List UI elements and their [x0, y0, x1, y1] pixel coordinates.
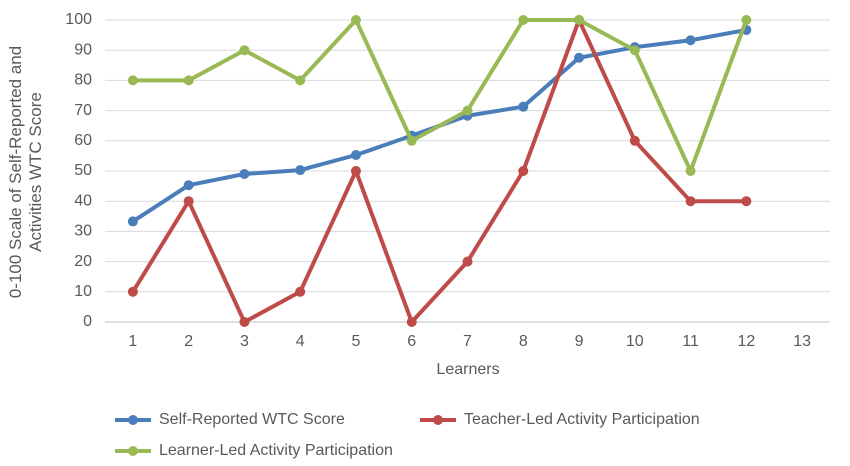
- data-point: [518, 166, 529, 176]
- data-point: [741, 196, 752, 207]
- y-tick-label: 60: [74, 132, 92, 149]
- data-point: [127, 216, 138, 227]
- data-point: [518, 101, 529, 112]
- x-tick-label: 2: [184, 333, 193, 350]
- legend-label: Learner-Led Activity Participation: [159, 442, 393, 459]
- data-point: [462, 256, 473, 267]
- data-point: [629, 135, 640, 146]
- data-point: [350, 166, 361, 176]
- x-tick-label: 10: [626, 333, 644, 350]
- data-point: [183, 196, 194, 207]
- y-tick-label: 40: [74, 192, 92, 209]
- data-point: [685, 166, 696, 176]
- x-axis-title: Learners: [436, 361, 499, 378]
- y-tick-label: 20: [74, 253, 92, 270]
- data-point: [462, 105, 473, 116]
- y-tick-label: 70: [74, 102, 92, 119]
- x-tick-label: 6: [407, 333, 416, 350]
- data-point: [685, 35, 696, 46]
- data-point: [406, 317, 417, 327]
- data-point: [239, 317, 250, 327]
- y-tick-label: 90: [74, 41, 92, 58]
- y-tick-label: 100: [65, 11, 92, 28]
- data-point: [239, 169, 250, 180]
- x-tick-label: 1: [128, 333, 137, 350]
- data-point: [295, 286, 306, 297]
- series-line: [132, 18, 749, 173]
- data-point: [183, 180, 194, 191]
- y-tick-label: 10: [74, 283, 92, 300]
- y-tick-label: 80: [74, 72, 92, 89]
- legend-label: Teacher-Led Activity Participation: [464, 411, 700, 428]
- data-point: [518, 15, 529, 25]
- legend-marker: [128, 446, 138, 456]
- data-point: [295, 75, 306, 86]
- x-tick-label: 8: [519, 333, 528, 350]
- legend-marker: [128, 415, 138, 425]
- data-point: [350, 15, 361, 25]
- x-tick-label: 3: [240, 333, 249, 350]
- data-point: [239, 45, 250, 56]
- data-point: [350, 149, 361, 160]
- legend-label: Self-Reported WTC Score: [159, 411, 345, 428]
- data-point: [741, 15, 752, 25]
- y-axis-title: 0-100 Scale of Self-Reported and Activit…: [6, 45, 45, 299]
- x-tick-label: 9: [575, 333, 584, 350]
- y-tick-label: 30: [74, 223, 92, 240]
- data-point: [295, 165, 306, 176]
- x-tick-label: 12: [737, 333, 755, 350]
- data-point: [685, 196, 696, 207]
- x-tick-label: 5: [352, 333, 361, 350]
- x-tick-label: 4: [296, 333, 305, 350]
- y-tick-label: 0: [83, 313, 92, 330]
- x-tick-label: 13: [793, 333, 811, 350]
- x-tick-label: 11: [682, 333, 699, 350]
- x-tick-label: 7: [463, 333, 472, 350]
- series-line: [131, 18, 747, 324]
- data-point: [629, 45, 640, 56]
- data-point: [183, 75, 194, 86]
- data-point: [574, 52, 585, 63]
- y-tick-label: 50: [74, 162, 92, 179]
- data-point: [127, 75, 138, 86]
- data-point: [574, 15, 585, 25]
- data-point: [406, 135, 417, 146]
- legend-marker: [433, 415, 443, 425]
- data-point: [127, 286, 138, 297]
